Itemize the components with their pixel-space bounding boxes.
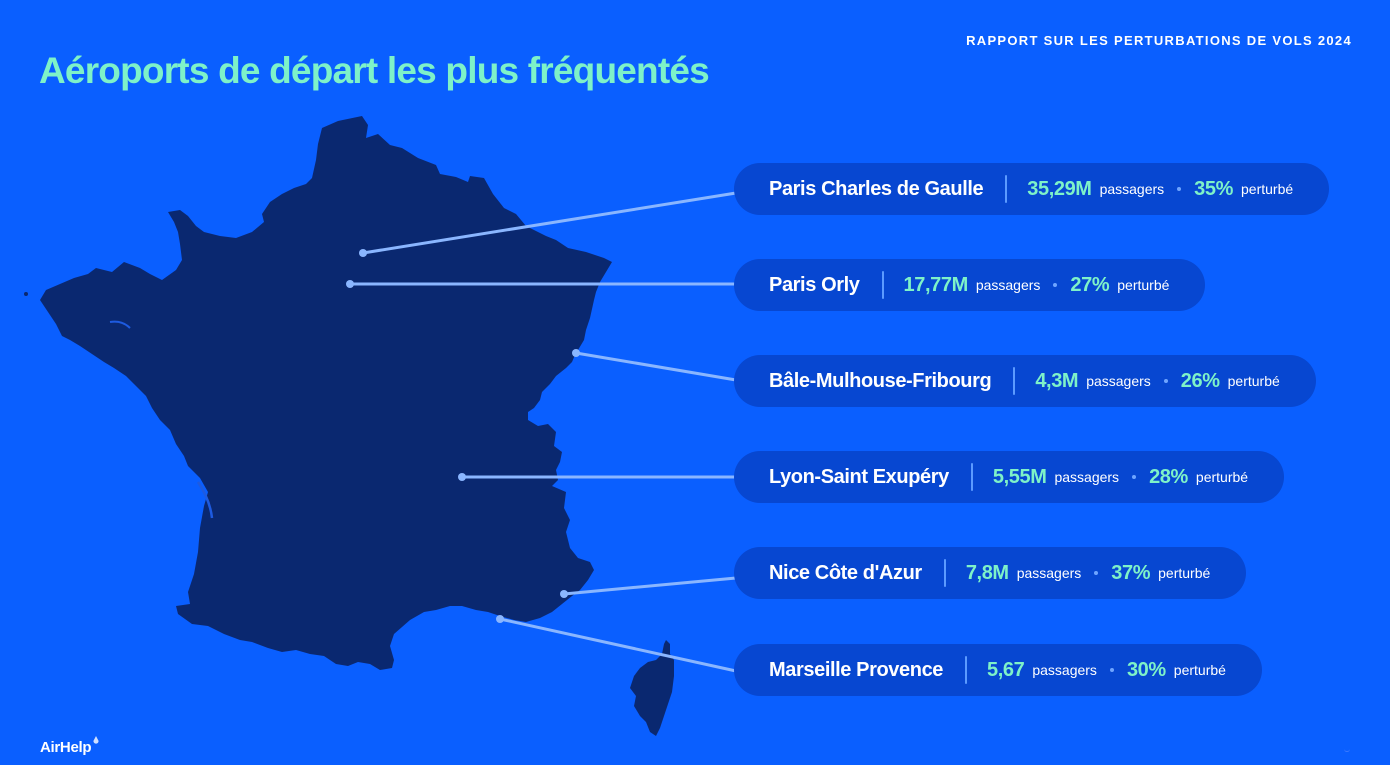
disrupted-unit: perturbé: [1227, 373, 1280, 389]
connector-nice: [562, 576, 738, 596]
airport-name: Lyon-Saint Exupéry: [769, 465, 949, 488]
divider: [1013, 367, 1016, 395]
disrupted-value: 26%: [1180, 369, 1220, 392]
bullet-separator: [1109, 668, 1114, 672]
airport-card-orly: Paris Orly 17,77M passagers 27% perturbé: [734, 259, 1206, 311]
report-label: RAPPORT SUR LES PERTURBATIONS DE VOLS 20…: [966, 33, 1352, 48]
airport-name: Marseille Provence: [769, 658, 944, 681]
disrupted-value: 37%: [1111, 561, 1151, 584]
passengers-value: 35,29M: [1027, 177, 1092, 200]
passengers-value: 7,8M: [965, 561, 1009, 584]
airport-name: Paris Charles de Gaulle: [769, 177, 984, 200]
passengers-unit: passagers: [1086, 373, 1151, 389]
marker-marseille: [496, 615, 504, 623]
marker-lyon: [458, 473, 466, 481]
disrupted-unit: perturbé: [1195, 469, 1249, 485]
passengers-unit: passagers: [1016, 565, 1082, 581]
airport-card-basel: Bâle-Mulhouse-Fribourg 4,3M passagers 26…: [734, 355, 1316, 407]
airport-name: Nice Côte d'Azur: [769, 561, 922, 584]
page-indicator: [1344, 747, 1350, 752]
disrupted-value: 27%: [1070, 273, 1110, 296]
connector-cdg: [361, 191, 738, 255]
passengers-unit: passagers: [1032, 662, 1097, 678]
airport-name: Bâle-Mulhouse-Fribourg: [769, 369, 992, 392]
bullet-separator: [1094, 571, 1099, 575]
disrupted-unit: perturbé: [1158, 565, 1211, 581]
disrupted-value: 28%: [1149, 465, 1188, 488]
marker-orly: [346, 280, 354, 288]
divider: [965, 656, 968, 684]
divider: [970, 463, 973, 491]
disrupted-unit: perturbé: [1173, 662, 1226, 678]
airport-card-cdg: Paris Charles de Gaulle 35,29M passagers…: [734, 163, 1330, 215]
airport-name: Paris Orly: [769, 273, 860, 296]
airhelp-logo: AirHelp: [40, 736, 99, 756]
bullet-separator: [1053, 283, 1058, 287]
passengers-unit: passagers: [1099, 181, 1165, 197]
airport-card-lyon: Lyon-Saint Exupéry 5,55M passagers 28% p…: [734, 451, 1285, 503]
passengers-value: 5,67: [987, 658, 1025, 681]
disrupted-unit: perturbé: [1241, 181, 1294, 197]
disrupted-value: 35%: [1194, 177, 1233, 200]
passengers-value: 5,55M: [992, 465, 1047, 488]
page-title: Aéroports de départ les plus fréquentés: [39, 50, 710, 91]
passengers-value: 4,3M: [1035, 369, 1079, 392]
airport-card-nice: Nice Côte d'Azur 7,8M passagers 37% pert…: [734, 547, 1247, 599]
bullet-separator: [1177, 187, 1182, 191]
corsica-shape: [630, 640, 674, 736]
logo-text: AirHelp: [40, 739, 92, 756]
passengers-value: 17,77M: [903, 273, 969, 296]
disrupted-value: 30%: [1126, 658, 1166, 681]
disrupted-unit: perturbé: [1117, 277, 1170, 293]
france-mainland-shape: [40, 116, 612, 670]
divider: [1005, 175, 1008, 203]
marker-cdg: [359, 249, 367, 257]
bullet-separator: [1163, 379, 1168, 383]
connector-basel: [574, 351, 738, 382]
marker-basel: [572, 349, 580, 357]
bullet-separator: [1132, 475, 1137, 479]
marker-nice: [560, 590, 568, 598]
divider: [881, 271, 884, 299]
airport-card-marseille: Marseille Provence 5,67 passagers 30% pe…: [734, 644, 1262, 696]
divider: [943, 559, 946, 587]
droplet-icon: [93, 736, 99, 744]
passengers-unit: passagers: [1054, 469, 1120, 485]
connector-marseille: [498, 617, 738, 673]
passengers-unit: passagers: [975, 277, 1041, 293]
